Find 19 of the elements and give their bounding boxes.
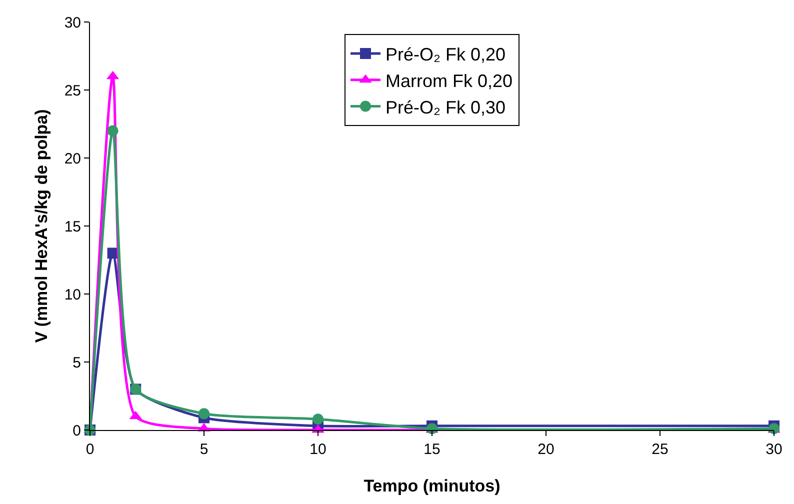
legend-label: Pré-O₂ Fk 0,20 — [386, 44, 506, 64]
x-axis-title: Tempo (minutos) — [364, 476, 500, 496]
x-tick-label: 30 — [766, 441, 782, 458]
y-tick-label: 30 — [64, 14, 81, 32]
y-tick-label: 5 — [72, 354, 81, 372]
y-tick-label: 15 — [64, 218, 81, 236]
x-tick-label: 0 — [86, 441, 94, 458]
legend-label: Marrom Fk 0,20 — [386, 70, 513, 91]
x-tick-label: 10 — [310, 441, 326, 458]
x-tick-label: 15 — [424, 441, 440, 458]
x-tick-label: 5 — [200, 441, 208, 458]
x-tick-label: 20 — [538, 441, 554, 458]
legend-label: Pré-O₂ Fk 0,30 — [386, 97, 506, 118]
y-tick-label: 0 — [72, 422, 81, 440]
y-tick-label: 20 — [64, 150, 81, 168]
y-tick-label: 10 — [64, 286, 81, 304]
y-tick-label: 25 — [64, 82, 81, 100]
y-axis-title: V (mmol HexA's/kg de polpa) — [32, 109, 51, 343]
x-tick-label: 25 — [652, 441, 668, 458]
